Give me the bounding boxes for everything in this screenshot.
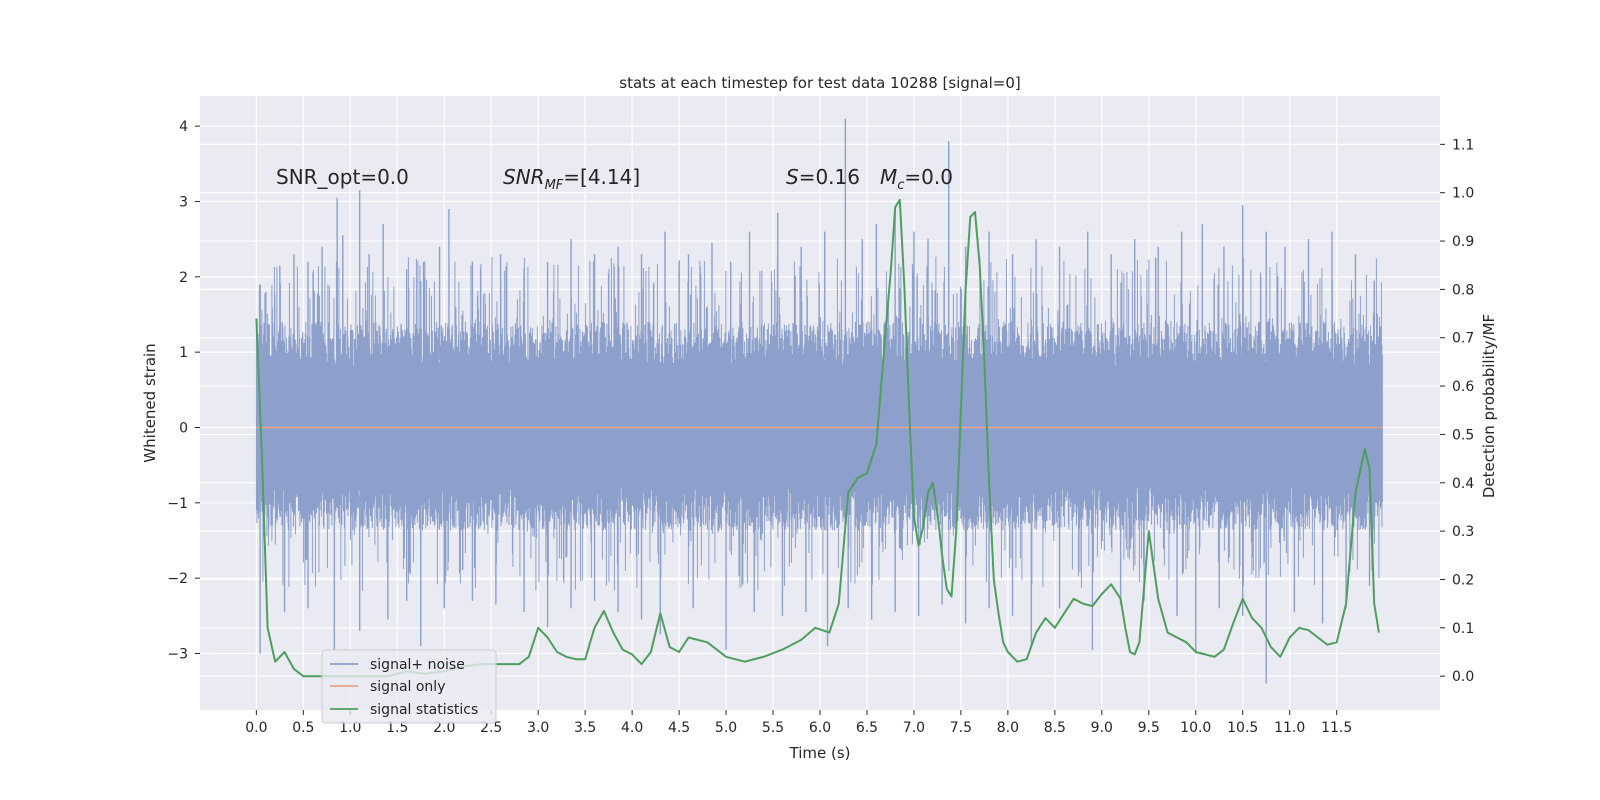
x-tick-label: 6.5 [856,720,878,736]
x-tick-label: 0.0 [245,720,267,736]
y-tick-label-right: 0.1 [1452,621,1474,637]
x-tick-label: 9.5 [1138,720,1160,736]
y-tick-label-right: 0.6 [1452,379,1474,395]
legend: signal+ noise signal only signal statist… [321,649,497,724]
signal-noise-band [255,256,1383,591]
y-axis-label-right: Detection probability/MF [1480,314,1498,498]
legend-box [321,649,497,724]
x-tick-label: 5.5 [762,720,784,736]
annotation-s: S=0.16 [786,165,860,189]
x-tick-label: 4.5 [668,720,690,736]
y-tick-label-right: 0.2 [1452,572,1474,588]
legend-label-signal-only: signal only [370,679,445,695]
x-tick-label: 7.0 [903,720,925,736]
y-tick-label-right: 0.9 [1452,234,1474,250]
y-tick-label-left: −2 [167,571,188,587]
annotation-snr-mf-symbol: SNR [503,165,545,189]
y-tick-label-right: 0.8 [1452,282,1474,298]
x-tick-label: 3.0 [527,720,549,736]
y-tick-label-left: −3 [167,646,188,662]
y-tick-label-left: 4 [179,119,188,135]
y-axis-label-left: Whitened strain [141,343,159,462]
x-tick-label: 5.0 [715,720,737,736]
signal-statistics-line [255,198,1380,678]
annotation-mc-symbol: M [880,165,897,189]
x-tick-label: 6.0 [809,720,831,736]
y-tick-label-left: 2 [179,270,188,286]
annotation-mc: Mc=0.0 [880,165,953,193]
x-tick-label: 11.0 [1274,720,1305,736]
signal-noise-series [255,118,1383,684]
x-tick-label: 2.0 [433,720,455,736]
y-tick-label-right: 0.5 [1452,427,1474,443]
x-tick-label: 1.0 [339,720,361,736]
x-axis-label: Time (s) [789,744,851,762]
annotation-mc-value: =0.0 [904,165,953,189]
annotation-s-value: =0.16 [799,165,860,189]
y-tick-label-right: 0.0 [1452,669,1474,685]
x-tick-label: 3.5 [574,720,596,736]
axes: 0.0 0.5 1.0 1.5 2.0 2.5 3.0 3.5 4.0 4.5 5.0 5.5 6.0 6… [167,119,1474,736]
x-tick-label: 11.5 [1321,720,1352,736]
y-tick-label-left: −1 [167,496,188,512]
y-tick-label-right: 0.4 [1452,476,1474,492]
x-tick-label: 2.5 [480,720,502,736]
x-tick-label: 8.5 [1044,720,1066,736]
y-tick-label-left: 0 [179,420,188,436]
x-tick-label: 10.5 [1227,720,1258,736]
annotation-s-symbol: S [786,165,799,189]
y-tick-label-left: 1 [179,345,188,361]
legend-label-signal-statistics: signal statistics [370,702,478,718]
annotation-mc-subscript: c [897,178,904,193]
x-tick-label: 0.5 [292,720,314,736]
series-layer [255,198,1383,678]
x-tick-label: 9.0 [1091,720,1113,736]
x-tick-label: 10.0 [1180,720,1211,736]
y-tick-label-right: 1.0 [1452,186,1474,202]
chart-title: stats at each timestep for test data 102… [619,74,1020,92]
y-tick-label-left: 3 [179,194,188,210]
annotation-snr-mf: SNRMF=[4.14] [503,165,640,193]
annotation-snr-mf-subscript: MF [545,178,564,193]
x-tick-label: 1.5 [386,720,408,736]
y-tick-label-right: 0.3 [1452,524,1474,540]
x-tick-label: 4.0 [621,720,643,736]
y-tick-label-right: 1.1 [1452,137,1474,153]
annotation-snr-opt: SNR_opt=0.0 [276,165,409,189]
legend-label-signal-noise: signal+ noise [370,657,465,673]
x-tick-label: 8.0 [997,720,1019,736]
x-tick-label: 7.5 [950,720,972,736]
y-tick-label-right: 0.7 [1452,331,1474,347]
annotation-snr-mf-value: =[4.14] [563,165,640,189]
